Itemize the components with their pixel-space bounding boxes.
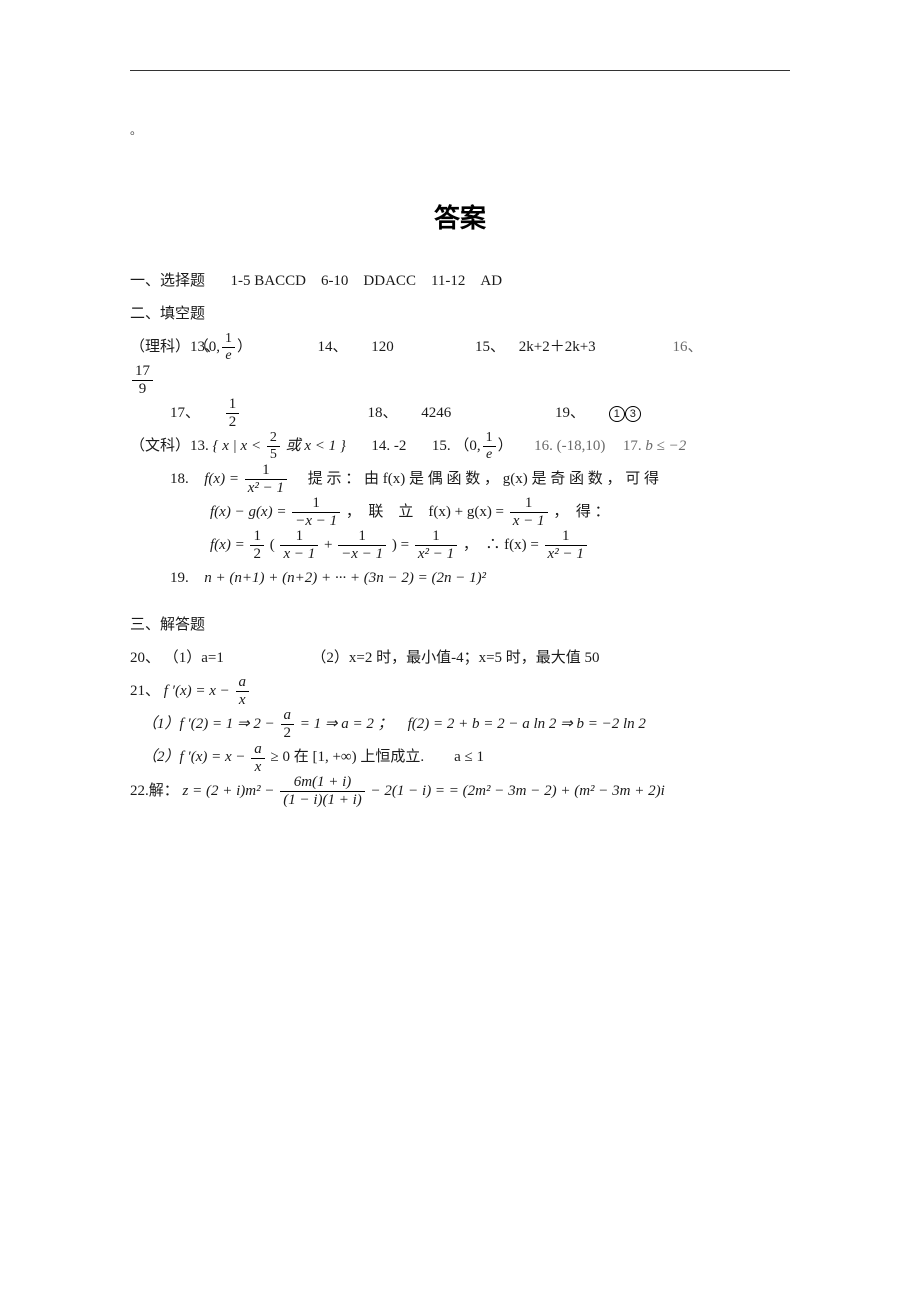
wen-q19-eq: n + (n+1) + (n+2) + ··· + (3n − 2) = (2n… [204,570,486,586]
wen-prefix: （文科）13. [130,438,209,454]
stray-mark: 。 [130,121,790,138]
wen-q15-no: 15. [432,438,451,454]
q17-den: 2 [226,414,240,430]
wen-q16: (-18,10) [557,438,606,454]
l3-r-num: 1 [415,529,457,546]
wen-q18-no: 18. [170,471,189,487]
wen-q18-l2: f(x) − g(x) = 1−x − 1 ， 联 立 f(x) + g(x) … [130,496,790,529]
p21-l2b: ≥ 0 在 [1, +∞) 上恒成立. a ≤ 1 [271,749,485,765]
li-row-1: （理科）13、 （0,1e） 14、 120 15、 2k+2＋2k+3 16、 [130,331,790,364]
p21-head-num: a [236,675,250,692]
q18-l1-num: 1 [245,463,287,480]
p21-l1: （1）f ′(2) = 1 ⇒ 2 − a2 = 1 ⇒ a = 2 ； f(2… [130,708,790,741]
p22-no: 22.解： [130,783,179,799]
p21-l1-den: 2 [281,725,295,741]
l3-half-num: 1 [250,529,264,546]
p22-num: 6m(1 + i) [280,775,365,792]
wen-q19-no: 19. [170,570,189,586]
p21-l1-num: a [281,708,295,725]
circled-3: 3 [625,406,641,422]
p22-b: − 2(1 − i) = = (2m² − 3m − 2) + (m² − 3m… [371,783,665,799]
wen-q13-num: 2 [267,431,280,447]
top-rule [130,70,790,71]
wen-q18-l1a: f(x) = [204,471,239,487]
p21-l1a: （1）f ′(2) = 1 ⇒ 2 − [142,716,275,732]
wen-q18-l1: 18. f(x) = 1x² − 1 提 示 ： 由 f(x) 是 偶 函 数 … [130,463,790,496]
p22-den: (1 − i)(1 + i) [280,792,365,808]
p21-l2a: （2）f ′(x) = x − [142,749,246,765]
wen-q18-l3a: f(x) = [210,537,245,553]
q16-no: 16、 [673,331,703,364]
mcq-answers: 1-5 BACCD 6-10 DDACC 11-12 AD [231,273,503,289]
section-3-label: 三、解答题 [130,609,790,642]
l3-f-num: 1 [545,529,587,546]
l3-th: ， ∴ f(x) = [463,537,539,553]
p22-a: z = (2 + i)m² − [183,783,275,799]
p21-l1b: = 1 ⇒ a = 2 ； f(2) = 2 + b = 2 − a ln 2 … [300,716,646,732]
q19-no: 19、 [555,397,605,430]
l3-p2-num: 1 [338,529,386,546]
section-2-label: 二、填空题 [130,298,790,331]
wen-q13-b: 或 x < 1 } [286,438,346,454]
p20-no: 20、 [130,650,160,666]
wen-q18-l3: f(x) = 12 ( 1x − 1 + 1−x − 1 ) = 1x² − 1… [130,529,790,562]
page-title: 答案 [130,198,790,235]
p21-no: 21、 [130,683,160,699]
li-q16: 179 [130,364,790,397]
q18-l2-num: 1 [292,496,340,513]
wen-q18-l2c: ， 得 ： [553,504,609,520]
wen-q14: -2 [394,438,407,454]
l3-plus: + [324,537,332,553]
l3-half-den: 2 [250,546,264,562]
q18-no: 18、 [368,397,418,430]
p20-b: （2）x=2 时，最小值-4；x=5 时，最大值 50 [311,650,599,666]
li-prefix: （理科）13、 [130,331,190,364]
q16-num: 17 [132,364,153,381]
wen-q14-no: 14. [371,438,390,454]
p20-a: （1）a=1 [164,650,224,666]
q18-l2-den: −x − 1 [292,513,340,529]
q18-l2b-den: x − 1 [510,513,548,529]
page: 。 答案 一、选择题 1-5 BACCD 6-10 DDACC 11-12 AD… [0,0,920,868]
p21-l2-den: x [251,759,265,775]
p21-head-den: x [236,692,250,708]
q16-den: 9 [132,381,153,397]
p20: 20、 （1）a=1 （2）x=2 时，最小值-4；x=5 时，最大值 50 [130,642,790,675]
l3-p2-den: −x − 1 [338,546,386,562]
q15: 2k+2＋2k+3 [519,331,669,364]
wen-q16-no: 16. [534,438,553,454]
p21-l2: （2）f ′(x) = x − ax ≥ 0 在 [1, +∞) 上恒成立. a… [130,741,790,774]
wen-q13-a: { x | x < [213,438,262,454]
wen-q17: b ≤ −2 [645,438,686,454]
q15-no: 15、 [475,331,515,364]
li-row-2: 17、 12 18、 4246 19、 13 [130,397,790,430]
q17-num: 1 [226,397,240,414]
q14-no: 14、 [318,331,368,364]
wen-q17-no: 17. [623,438,642,454]
circled-1: 1 [609,406,625,422]
wen-q19: 19. n + (n+1) + (n+2) + ··· + (3n − 2) =… [130,562,790,595]
q18-l2b-num: 1 [510,496,548,513]
l3-p1-num: 1 [280,529,318,546]
wen-row-1: （文科）13. { x | x < 25 或 x < 1 } 14. -2 15… [130,430,790,463]
wen-q18-l2b: ， 联 立 f(x) + g(x) = [346,504,504,520]
p21-head: 21、 f ′(x) = x − ax [130,675,790,708]
l3-p1-den: x − 1 [280,546,318,562]
q18-l1-den: x² − 1 [245,480,287,496]
q18: 4246 [421,397,551,430]
section-1-label: 一、选择题 [130,273,205,289]
l3-r-den: x² − 1 [415,546,457,562]
q14: 120 [371,331,471,364]
wen-q18-l2a: f(x) − g(x) = [210,504,286,520]
section-1: 一、选择题 1-5 BACCD 6-10 DDACC 11-12 AD [130,265,790,298]
l3-f-den: x² − 1 [545,546,587,562]
wen-q13-den: 5 [267,447,280,462]
l3-eq: ) = [392,537,409,553]
p21-head-a: f ′(x) = x − [164,683,230,699]
p21-l2-num: a [251,742,265,759]
wen-q18-l1c: 提 示 ： 由 f(x) 是 偶 函 数 ， g(x) 是 奇 函 数 ， 可 … [293,471,659,487]
q17-no: 17、 [170,397,220,430]
p22: 22.解： z = (2 + i)m² − 6m(1 + i)(1 − i)(1… [130,775,790,808]
